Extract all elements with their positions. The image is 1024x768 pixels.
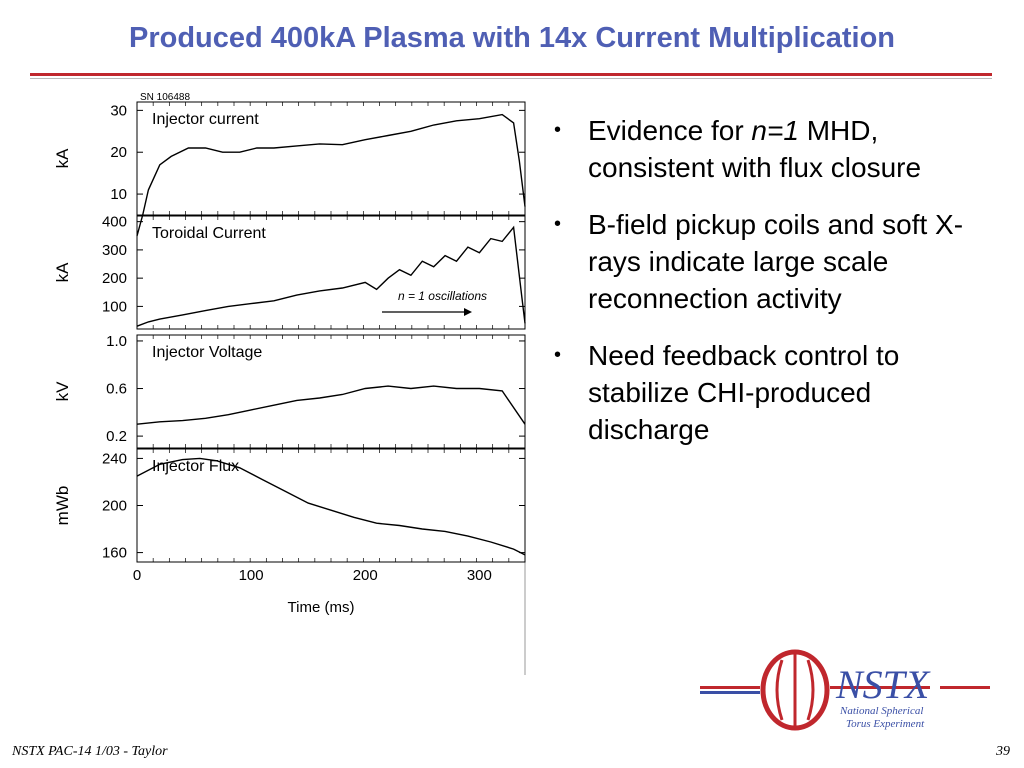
logo-stripe <box>700 686 760 689</box>
oscillation-annotation: n = 1 oscillations <box>398 289 487 303</box>
x-tick-label: 300 <box>467 567 492 584</box>
title-rule-shadow <box>30 78 992 79</box>
panel-title: Injector current <box>152 111 259 128</box>
panel-title: Injector Flux <box>152 458 239 475</box>
title-rule <box>30 73 992 76</box>
y-axis-label: kA <box>53 262 72 283</box>
series-line <box>136 113 526 237</box>
logo-plasma-icon <box>775 654 815 726</box>
y-tick-label: 200 <box>102 270 127 287</box>
logo-stripe <box>830 686 930 689</box>
series-line <box>136 225 526 327</box>
logo-ring <box>760 649 830 731</box>
y-tick-label: 20 <box>110 144 127 161</box>
footer-author: NSTX PAC-14 1/03 - Taylor <box>12 744 168 759</box>
x-tick-label: 0 <box>133 567 141 584</box>
page-number: 39 <box>996 744 1010 759</box>
x-tick-label: 200 <box>353 567 378 584</box>
annotation-arrowhead <box>464 308 472 316</box>
shot-number-label: SN 106488 <box>140 92 190 103</box>
logo-subtitle: National Spherical <box>839 705 923 717</box>
y-axis-label: kV <box>53 381 72 402</box>
y-tick-label: 30 <box>110 102 127 119</box>
logo-stripe <box>940 686 990 689</box>
bullet-item: • B-field pickup coils and soft X-rays in… <box>554 209 964 314</box>
logo-wordmark: NSTX <box>835 662 931 707</box>
plasma-waveform-chart: SN 106488 10 20 30 kA Injector current 100 200 3… <box>53 92 526 675</box>
y-tick-label: 0.2 <box>106 428 127 445</box>
bullet-item: • Need feedback control to stabilize CHI-… <box>554 340 900 445</box>
x-tick-label: 100 <box>239 567 264 584</box>
slide-title: Produced 400kA Plasma with 14x Current M… <box>128 22 895 54</box>
y-tick-label: 400 <box>102 214 127 231</box>
y-tick-label: 200 <box>102 498 127 515</box>
y-tick-label: 1.0 <box>106 333 127 350</box>
bullet-list: • Evidence for n=1 MHD, consistent with f… <box>546 112 986 468</box>
y-axis-label: mWb <box>53 486 72 526</box>
panel-title: Injector Voltage <box>152 344 262 361</box>
panel-title: Toroidal Current <box>152 225 266 242</box>
y-tick-label: 240 <box>102 450 127 467</box>
y-tick-label: 100 <box>102 298 127 315</box>
series-line <box>136 385 526 425</box>
nstx-logo: NSTX National Spherical Torus Experiment <box>700 649 990 731</box>
logo-stripe <box>700 691 760 694</box>
y-tick-label: 300 <box>102 242 127 259</box>
logo-subtitle: Torus Experiment <box>846 718 925 730</box>
y-tick-label: 0.6 <box>106 381 127 398</box>
x-axis-label: Time (ms) <box>288 599 355 616</box>
y-tick-label: 160 <box>102 545 127 562</box>
series-line <box>136 457 526 556</box>
bullet-item: • Evidence for n=1 MHD, consistent with f… <box>554 115 922 183</box>
y-axis-label: kA <box>53 148 72 169</box>
y-tick-label: 10 <box>110 186 127 203</box>
